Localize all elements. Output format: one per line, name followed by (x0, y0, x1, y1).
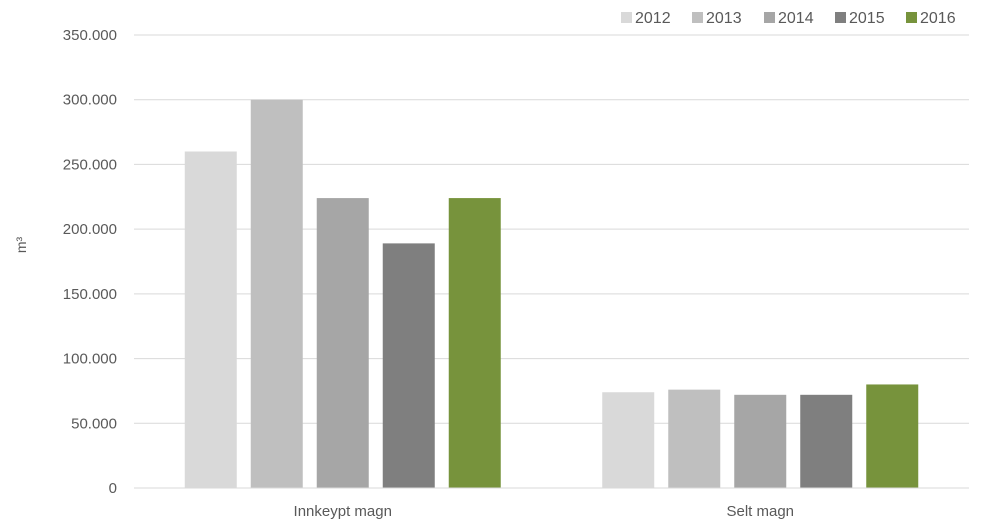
bar-2015-innkeypt (382, 243, 435, 488)
bar-2014-innkeypt (316, 198, 369, 488)
bar-2016-innkeypt (448, 198, 501, 488)
x-axis-category-labels: Innkeypt magn Selt magn (294, 503, 794, 520)
y-tick-label: 250.000 (63, 156, 117, 173)
y-tick-label: 0 (109, 480, 117, 497)
y-tick-label: 50.000 (71, 415, 117, 432)
bar-2012-innkeypt (184, 151, 237, 488)
legend-swatch-2016 (906, 12, 917, 23)
bar-2013-innkeypt (250, 99, 303, 488)
x-category-label: Selt magn (726, 503, 794, 520)
legend-label: 2013 (706, 10, 742, 27)
legend: 2012 2013 2014 2015 2016 (621, 10, 956, 27)
x-category-label: Innkeypt magn (294, 503, 392, 520)
bar-2014-selt (734, 394, 787, 488)
bars (184, 99, 919, 488)
legend-swatch-2012 (621, 12, 632, 23)
bar-2016-selt (866, 384, 919, 488)
y-tick-label: 150.000 (63, 286, 117, 303)
legend-swatch-2013 (692, 12, 703, 23)
legend-label: 2016 (920, 10, 956, 27)
y-tick-label: 100.000 (63, 351, 117, 368)
y-axis-label: m³ (13, 237, 29, 254)
bar-2012-selt (602, 392, 655, 488)
y-tick-label: 200.000 (63, 221, 117, 238)
legend-swatch-2015 (835, 12, 846, 23)
bar-2015-selt (800, 394, 853, 488)
legend-swatch-2014 (764, 12, 775, 23)
y-tick-label: 300.000 (63, 92, 117, 109)
y-tick-label: 350.000 (63, 27, 117, 44)
y-axis-tick-labels: 0 50.000 100.000 150.000 200.000 250.000 300.0… (63, 27, 117, 497)
legend-label: 2012 (635, 10, 671, 27)
bar-2013-selt (668, 389, 721, 488)
legend-label: 2014 (778, 10, 814, 27)
legend-label: 2015 (849, 10, 885, 27)
